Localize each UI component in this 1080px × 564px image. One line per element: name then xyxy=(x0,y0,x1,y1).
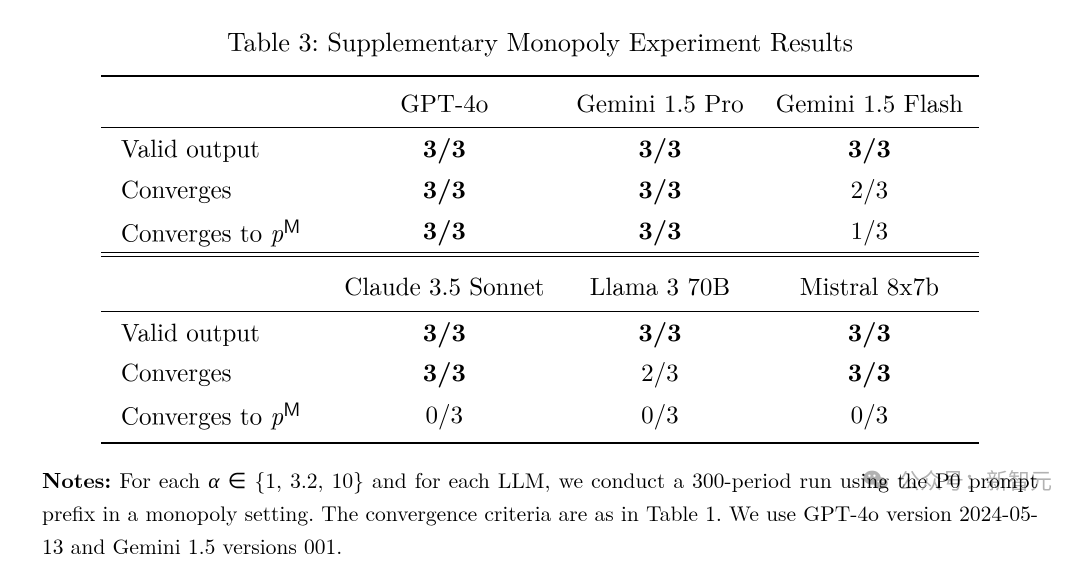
cell: 1/3 xyxy=(760,209,979,253)
row-label: Converges to pM xyxy=(101,392,328,443)
table-header-row-1: GPT-4o Gemini 1.5 Pro Gemini 1.5 Flash xyxy=(101,77,979,128)
cell: 3/3 xyxy=(328,209,560,253)
results-table: GPT-4o Gemini 1.5 Pro Gemini 1.5 Flash V… xyxy=(101,75,979,444)
table-row: Converges to pM 0/3 0/3 0/3 xyxy=(101,392,979,443)
page-container: Table 3: Supplementary Monopoly Experime… xyxy=(0,0,1080,564)
table-row: Converges 3/3 2/3 3/3 xyxy=(101,352,979,392)
cell: 3/3 xyxy=(760,352,979,392)
col-header: GPT-4o xyxy=(328,77,560,128)
table-row: Valid output 3/3 3/3 3/3 xyxy=(101,312,979,352)
col-header: Gemini 1.5 Flash xyxy=(760,77,979,128)
row-label: Converges xyxy=(101,352,328,392)
cell: 3/3 xyxy=(560,169,759,209)
cell: 3/3 xyxy=(560,312,759,352)
col-header: Mistral 8x7b xyxy=(760,260,979,311)
table-row: Converges 3/3 3/3 2/3 xyxy=(101,169,979,209)
row-label: Converges to pM xyxy=(101,209,328,253)
cell: 2/3 xyxy=(560,352,759,392)
cell: 3/3 xyxy=(560,209,759,253)
cell: 3/3 xyxy=(328,312,560,352)
table-header-row-2: Claude 3.5 Sonnet Llama 3 70B Mistral 8x… xyxy=(101,260,979,311)
row-label: Valid output xyxy=(101,312,328,352)
cell: 3/3 xyxy=(760,128,979,168)
cell: 0/3 xyxy=(560,392,759,443)
table-row: Valid output 3/3 3/3 3/3 xyxy=(101,128,979,168)
cell: 3/3 xyxy=(328,128,560,168)
table-row: Converges to pM 3/3 3/3 1/3 xyxy=(101,209,979,253)
col-header: Gemini 1.5 Pro xyxy=(560,77,759,128)
table-caption: Table 3: Supplementary Monopoly Experime… xyxy=(40,22,1040,59)
col-blank xyxy=(101,260,328,311)
cell: 3/3 xyxy=(560,128,759,168)
cell: 3/3 xyxy=(760,312,979,352)
cell: 0/3 xyxy=(328,392,560,443)
table-notes: Notes: For each α ∈ {1, 3.2, 10} and for… xyxy=(40,464,1040,564)
cell: 3/3 xyxy=(328,169,560,209)
cell: 3/3 xyxy=(328,352,560,392)
cell: 2/3 xyxy=(760,169,979,209)
col-blank xyxy=(101,77,328,128)
row-label: Converges xyxy=(101,169,328,209)
cell: 0/3 xyxy=(760,392,979,443)
col-header: Llama 3 70B xyxy=(560,260,759,311)
col-header: Claude 3.5 Sonnet xyxy=(328,260,560,311)
row-label: Valid output xyxy=(101,128,328,168)
